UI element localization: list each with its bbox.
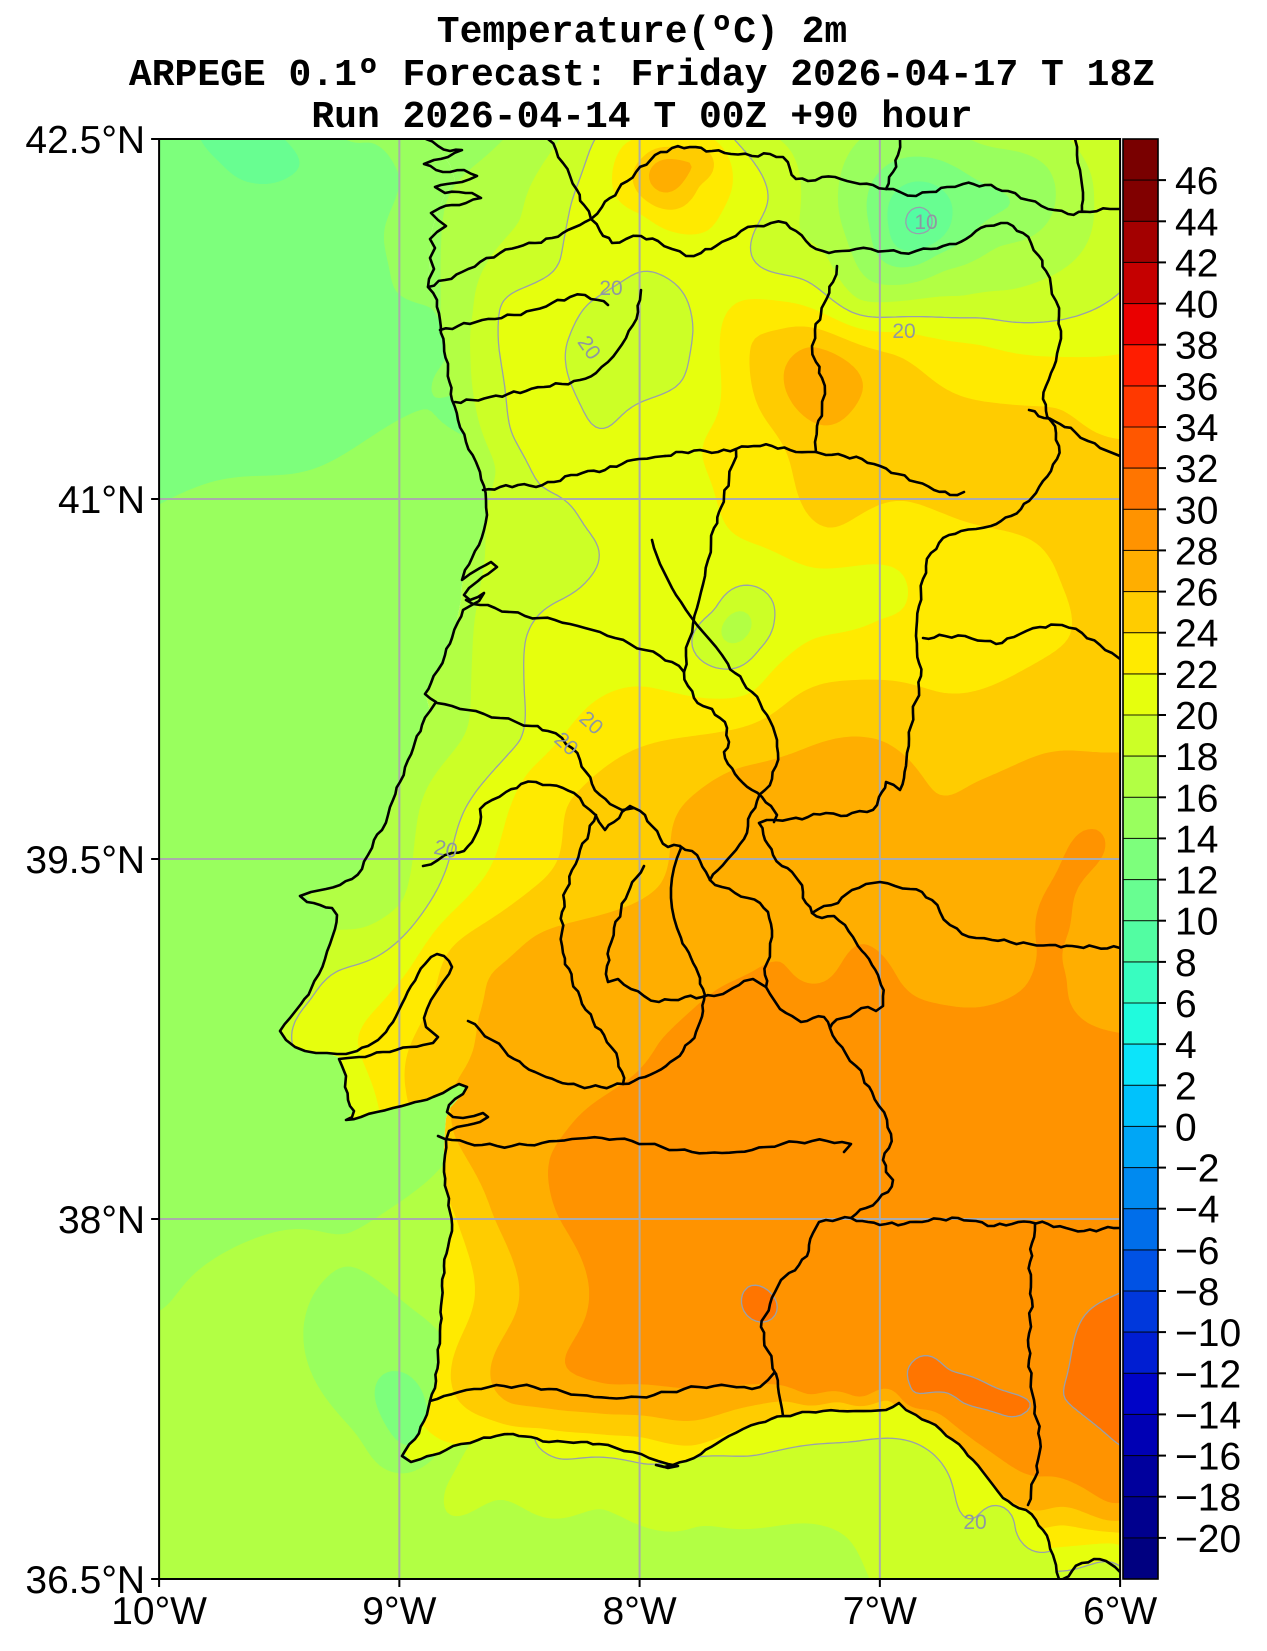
svg-text:36.5°N: 36.5°N xyxy=(25,1559,145,1602)
svg-text:28: 28 xyxy=(1175,530,1218,573)
svg-text:34: 34 xyxy=(1175,407,1218,450)
svg-text:−20: −20 xyxy=(1175,1518,1241,1561)
svg-text:24: 24 xyxy=(1175,613,1218,656)
svg-text:46: 46 xyxy=(1175,160,1218,203)
svg-text:12: 12 xyxy=(1175,860,1218,903)
svg-text:6: 6 xyxy=(1175,983,1197,1026)
svg-text:ARPEGE 0.1º Forecast: Friday 2: ARPEGE 0.1º Forecast: Friday 2026-04-17 … xyxy=(129,54,1155,97)
svg-text:42: 42 xyxy=(1175,242,1218,285)
svg-text:20: 20 xyxy=(963,1511,986,1534)
svg-text:30: 30 xyxy=(1175,489,1218,532)
svg-text:38: 38 xyxy=(1175,325,1218,368)
svg-text:6°W: 6°W xyxy=(1083,1590,1157,1633)
svg-text:41°N: 41°N xyxy=(58,479,145,522)
svg-text:−6: −6 xyxy=(1175,1230,1219,1273)
svg-text:2: 2 xyxy=(1175,1065,1197,1108)
svg-text:10: 10 xyxy=(1175,901,1218,944)
svg-text:20: 20 xyxy=(599,277,622,300)
svg-text:7°W: 7°W xyxy=(843,1590,917,1633)
svg-text:32: 32 xyxy=(1175,448,1218,491)
svg-text:0: 0 xyxy=(1175,1106,1197,1149)
svg-text:9°W: 9°W xyxy=(362,1590,436,1633)
svg-text:Temperature(ºC) 2m: Temperature(ºC) 2m xyxy=(437,11,847,54)
svg-text:−8: −8 xyxy=(1175,1271,1219,1314)
svg-text:10: 10 xyxy=(914,211,937,234)
svg-text:16: 16 xyxy=(1175,777,1218,820)
svg-text:4: 4 xyxy=(1175,1024,1197,1067)
svg-text:Run 2026-04-14 T 00Z +90 hour: Run 2026-04-14 T 00Z +90 hour xyxy=(311,96,972,139)
svg-text:20: 20 xyxy=(1175,695,1218,738)
svg-text:39.5°N: 39.5°N xyxy=(25,839,145,882)
svg-text:10°W: 10°W xyxy=(111,1590,207,1633)
svg-text:−14: −14 xyxy=(1175,1394,1241,1437)
svg-text:−2: −2 xyxy=(1175,1148,1219,1191)
svg-text:20: 20 xyxy=(892,320,915,343)
svg-text:20: 20 xyxy=(432,836,460,863)
svg-text:40: 40 xyxy=(1175,284,1218,327)
svg-text:8°W: 8°W xyxy=(603,1590,677,1633)
svg-text:36: 36 xyxy=(1175,366,1218,409)
svg-text:44: 44 xyxy=(1175,201,1218,244)
svg-text:−12: −12 xyxy=(1175,1353,1241,1396)
svg-text:−4: −4 xyxy=(1175,1189,1219,1232)
svg-text:14: 14 xyxy=(1175,818,1218,861)
svg-text:42.5°N: 42.5°N xyxy=(25,119,145,162)
svg-text:26: 26 xyxy=(1175,572,1218,615)
svg-text:22: 22 xyxy=(1175,654,1218,697)
svg-text:−18: −18 xyxy=(1175,1477,1241,1520)
svg-text:38°N: 38°N xyxy=(58,1199,145,1242)
svg-text:−10: −10 xyxy=(1175,1312,1241,1355)
svg-text:8: 8 xyxy=(1175,942,1197,985)
svg-text:18: 18 xyxy=(1175,736,1218,779)
svg-text:−16: −16 xyxy=(1175,1436,1241,1479)
